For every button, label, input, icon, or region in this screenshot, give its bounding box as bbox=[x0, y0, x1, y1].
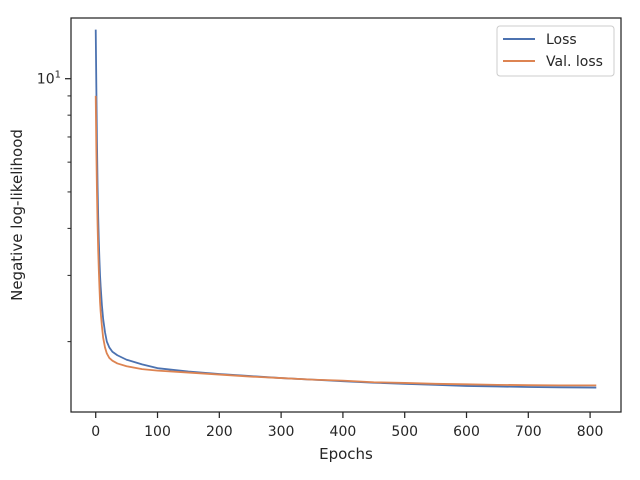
series-line-val-loss bbox=[94, 95, 597, 387]
x-tick-label: 500 bbox=[391, 424, 418, 440]
x-axis-label: Epochs bbox=[319, 445, 373, 463]
x-axis: 0 100 200 300 400 500 600 700 800 bbox=[91, 412, 603, 440]
y-axis-label: Negative log-likelihood bbox=[8, 129, 26, 301]
x-tick-label: 800 bbox=[577, 424, 604, 440]
x-tick-label: 600 bbox=[453, 424, 480, 440]
x-tick-label: 100 bbox=[144, 424, 171, 440]
legend: Loss Val. loss bbox=[496, 25, 615, 77]
x-tick-label: 0 bbox=[91, 424, 100, 440]
legend-label-val-loss: Val. loss bbox=[546, 54, 603, 70]
plot-area bbox=[71, 18, 621, 412]
x-tick-label: 200 bbox=[206, 424, 233, 440]
x-tick-label: 300 bbox=[268, 424, 295, 440]
series-layer bbox=[94, 29, 597, 389]
legend-label-loss: Loss bbox=[546, 32, 577, 48]
plot-frame bbox=[70, 17, 622, 413]
y-axis: 101 bbox=[37, 70, 71, 343]
y-tick-label: 101 bbox=[37, 70, 61, 88]
x-tick-label: 400 bbox=[330, 424, 357, 440]
x-tick-label: 700 bbox=[515, 424, 542, 440]
